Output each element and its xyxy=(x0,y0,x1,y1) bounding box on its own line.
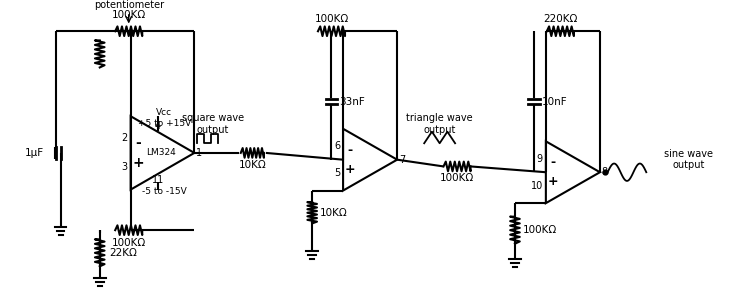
Text: 22KΩ: 22KΩ xyxy=(109,248,137,258)
Text: 33nF: 33nF xyxy=(339,97,365,107)
Text: 100KΩ: 100KΩ xyxy=(314,13,349,24)
Text: 4: 4 xyxy=(155,121,161,131)
Text: 8: 8 xyxy=(602,167,608,177)
Text: -5 to -15V: -5 to -15V xyxy=(142,187,187,196)
Text: 10KΩ: 10KΩ xyxy=(238,160,266,170)
Text: sine wave
output: sine wave output xyxy=(664,149,713,171)
Text: 6: 6 xyxy=(334,141,340,151)
Text: -: - xyxy=(550,156,555,169)
Text: Vcc
+5 to +15V: Vcc +5 to +15V xyxy=(137,109,191,128)
Text: 220KΩ: 220KΩ xyxy=(543,13,577,24)
Text: potentiometer: potentiometer xyxy=(93,0,164,10)
Text: 10KΩ: 10KΩ xyxy=(320,208,347,218)
Text: triangle wave
output: triangle wave output xyxy=(406,113,473,135)
Text: 3: 3 xyxy=(122,162,128,172)
Text: 11: 11 xyxy=(152,175,164,185)
Text: 1µF: 1µF xyxy=(25,148,44,158)
Text: +: + xyxy=(548,175,558,188)
Text: 9: 9 xyxy=(537,154,543,164)
Text: 100KΩ: 100KΩ xyxy=(111,10,146,20)
Text: 5: 5 xyxy=(334,168,340,178)
Text: 100KΩ: 100KΩ xyxy=(523,225,557,235)
Text: -: - xyxy=(347,143,353,157)
Text: LM324: LM324 xyxy=(146,148,176,157)
Text: 2: 2 xyxy=(122,134,128,143)
Text: 7: 7 xyxy=(399,155,406,165)
Text: 100KΩ: 100KΩ xyxy=(440,173,474,183)
Text: -: - xyxy=(135,136,141,150)
Text: square wave
output: square wave output xyxy=(182,113,244,135)
Text: +: + xyxy=(344,163,355,176)
Text: 10nF: 10nF xyxy=(542,97,568,107)
Text: 10: 10 xyxy=(530,181,543,191)
Text: 1: 1 xyxy=(196,148,202,158)
Text: +: + xyxy=(132,156,144,170)
Text: 100KΩ: 100KΩ xyxy=(111,238,146,248)
